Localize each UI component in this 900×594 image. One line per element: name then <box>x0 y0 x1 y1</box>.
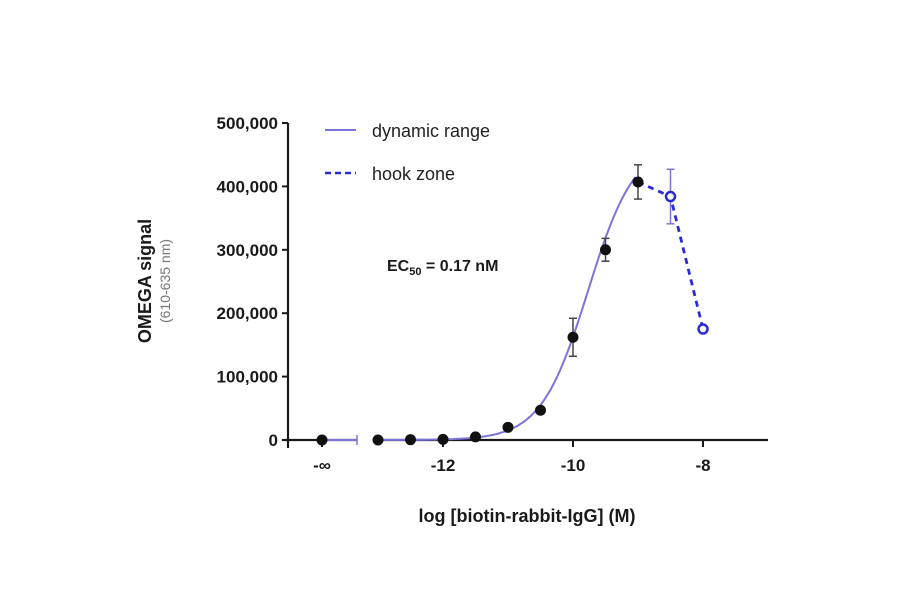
data-point-hook <box>697 323 709 335</box>
data-point <box>535 404 546 416</box>
ec50-label: EC50 = 0.17 nM <box>387 258 498 278</box>
data-point <box>372 434 384 446</box>
data-point <box>502 421 514 433</box>
x-tick-label: -8 <box>695 456 710 475</box>
data-point <box>405 434 416 446</box>
y-tick-label: 200,000 <box>217 304 278 323</box>
y-tick-label: 0 <box>269 431 278 450</box>
x-tick-label: -12 <box>431 456 456 475</box>
x-tick-label: -10 <box>561 456 586 475</box>
data-point <box>316 434 328 446</box>
axes: 0 100,000 200,000 300,000 400,000 500,000 -∞ -1… <box>217 114 768 475</box>
data-point <box>470 431 481 443</box>
y-axis-subtitle: (610-635 nm) <box>157 239 173 323</box>
x-tick-label: -∞ <box>313 456 331 475</box>
data-point <box>437 433 449 445</box>
data-point <box>600 244 611 256</box>
ec50-subscript: 50 <box>409 266 421 278</box>
y-axis-title: OMEGA signal <box>135 219 155 343</box>
data-point <box>567 331 579 343</box>
data-point <box>632 176 644 188</box>
fit-curve-dynamic-range <box>378 176 639 441</box>
y-tick-label: 300,000 <box>217 241 278 260</box>
plot-area <box>316 164 709 446</box>
legend: dynamic range hook zone <box>325 121 490 184</box>
ec50-prefix: EC <box>387 258 410 275</box>
y-tick-label: 100,000 <box>217 368 278 387</box>
ec50-value: = 0.17 nM <box>421 258 498 275</box>
legend-label-hook-zone: hook zone <box>372 164 455 184</box>
ec50-annotation: EC50 = 0.17 nM <box>387 258 498 278</box>
legend-label-dynamic-range: dynamic range <box>372 121 490 141</box>
y-tick-label: 500,000 <box>217 114 278 133</box>
x-axis-title: log [biotin-rabbit-IgG] (M) <box>419 506 636 526</box>
data-point-hook <box>664 190 677 203</box>
y-tick-label: 400,000 <box>217 177 278 196</box>
axis-titles: log [biotin-rabbit-IgG] (M) OMEGA signal… <box>135 219 635 526</box>
